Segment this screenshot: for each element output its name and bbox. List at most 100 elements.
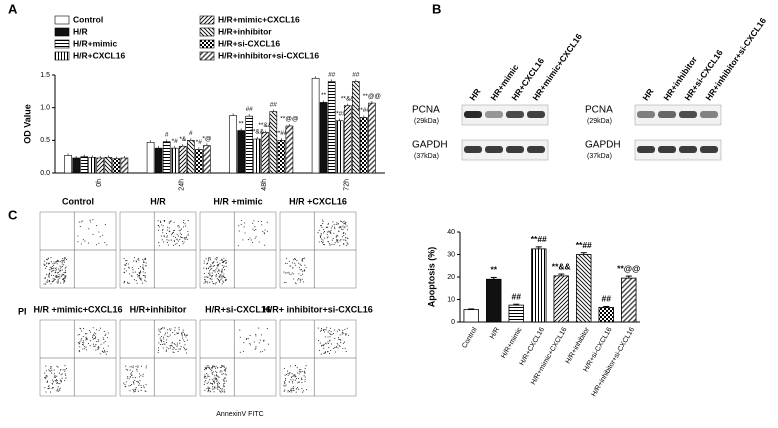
flow-dot [103,347,105,349]
flow-dot [174,333,176,335]
flow-dot [330,232,332,234]
flow-dot [324,336,326,338]
flow-dot [304,380,306,383]
flow-dot [135,387,137,389]
bar [261,132,270,174]
flow-dot [183,222,185,224]
flow-dot [294,282,296,284]
flow-dot [204,381,206,383]
flow-dot [63,260,65,262]
flow-dot [250,239,252,241]
flow-dot [221,258,223,260]
flow-dot [140,386,143,388]
flow-dot [204,389,206,391]
flow-dot [47,387,49,390]
flow-dot [46,281,48,283]
flow-dot [59,261,61,263]
flow-dot [317,327,319,329]
flow-dot [158,225,160,227]
flow-dot [161,343,163,345]
panel-label: C [8,207,18,222]
flow-dot [61,263,63,265]
flow-dot [345,334,347,336]
flow-dot [325,226,327,228]
flow-dot [81,338,83,340]
flow-dot [173,235,175,237]
flow-dot [136,282,138,284]
flow-dot [65,257,67,259]
flow-dot [342,221,344,223]
flow-dot [219,390,221,392]
flow-dot [143,260,145,262]
flow-dot [176,344,178,346]
flow-dot [220,391,222,393]
flow-dot [187,230,189,233]
flow-dot [177,351,179,353]
flow-dot [98,231,100,233]
flow-title: H/R+ inhibitor+si-CXCL16 [263,304,373,314]
legend-label: H/R+si-CXCL16 [218,38,280,48]
flow-dot [224,378,226,380]
flow-dot [173,240,176,242]
flow-title: H/R +CXCL16 [289,196,347,206]
flow-dot [343,223,345,225]
flow-dot [327,231,329,233]
flow-dot [166,339,168,341]
flow-dot [296,367,298,369]
flow-dot [130,372,133,374]
flow-dot [321,238,323,240]
flow-dot [177,235,180,237]
flow-dot [130,275,132,277]
flow-dot [329,244,331,246]
flow-dot [166,332,168,334]
bar [203,145,211,174]
flow-dot [344,222,346,224]
flow-dot [209,270,211,272]
flow-dot [205,276,207,278]
flow-dot [89,219,91,221]
flow-dot [331,227,333,229]
flow-dot [125,368,127,370]
flow-dot [177,225,179,227]
flow-dot [342,332,344,334]
flow-dot [78,341,80,344]
flow-dot [142,258,144,260]
annotation: *# [172,138,179,145]
blot-row-label: PCNA [585,105,613,116]
flow-dot [216,271,218,273]
blot-band [485,146,503,153]
flow-dot [45,273,48,275]
flow-dot [157,347,160,349]
flow-dot [129,385,131,387]
flow-dot [339,245,341,247]
flow-dot [300,264,302,266]
flow-dot [99,327,102,329]
flow-dot [300,269,302,271]
flow-dot [290,274,292,276]
flow-dot [163,340,165,343]
flow-dot [215,367,217,369]
flow-dot [338,230,340,232]
flow-dot [210,368,212,370]
flow-dot [145,384,147,386]
flow-dot [327,331,329,333]
flow-dot [54,375,56,377]
flow-dot [95,349,97,351]
flow-dot [221,264,223,266]
flow-dot [167,329,169,331]
flow-dot [221,371,223,373]
flow-dot [102,234,104,236]
flow-dot [252,242,254,244]
flow-dot [128,282,130,284]
flow-dot [222,267,225,269]
flow-dot [140,365,143,367]
flow-dot [214,271,216,273]
flow-dot [216,372,218,374]
flow-dot [103,330,105,332]
flow-dot [300,378,303,380]
flow-dot [207,381,209,383]
flow-dot [135,279,137,282]
flow-dot [174,329,176,331]
flow-dot [124,264,126,266]
flow-dot [142,375,144,377]
